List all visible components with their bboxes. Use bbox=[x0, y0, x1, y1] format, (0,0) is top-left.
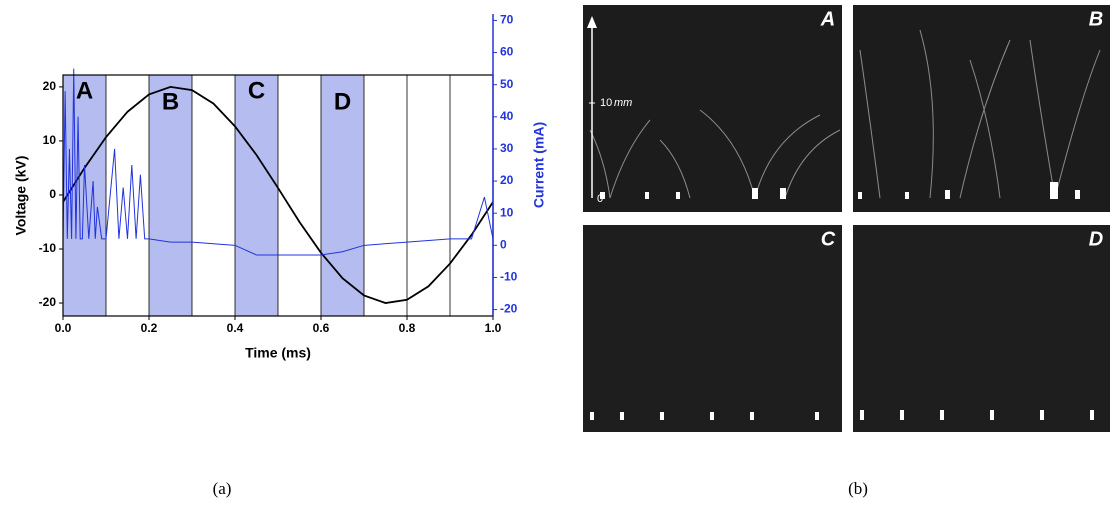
y2-tick-label: 70 bbox=[500, 13, 514, 27]
y-tick-label: 0 bbox=[49, 187, 56, 201]
panel-label: A bbox=[820, 8, 835, 30]
band bbox=[321, 75, 364, 316]
band-label: B bbox=[162, 88, 179, 115]
chart: A B C D -20 -10 0 10 20 -20 -10 0 10 20 30 40 50 60 70 0.0 0… bbox=[13, 13, 547, 361]
y2-tick-label: 20 bbox=[500, 173, 514, 187]
scale-arrowhead bbox=[587, 16, 597, 28]
series-line bbox=[62, 68, 494, 256]
series-line bbox=[62, 85, 494, 304]
y2-tick-label: -10 bbox=[500, 270, 518, 284]
photo-c bbox=[583, 225, 842, 432]
x-tick-label: 0.0 bbox=[55, 321, 72, 335]
y2-tick-label: -20 bbox=[500, 302, 518, 316]
scale-zero: 0 bbox=[597, 193, 603, 205]
x-tick-label: 0.8 bbox=[399, 321, 416, 335]
photo-panels: 10 mm 0 A B C D bbox=[583, 5, 1110, 432]
panel-label: C bbox=[821, 228, 836, 250]
band bbox=[235, 75, 278, 316]
y-axis-title: Voltage (kV) bbox=[13, 156, 29, 236]
y-tick-label: -20 bbox=[39, 295, 57, 309]
panel-label: B bbox=[1089, 8, 1103, 30]
band-label: A bbox=[76, 77, 93, 104]
x-tick-label: 0.4 bbox=[227, 321, 244, 335]
y2-tick-label: 60 bbox=[500, 45, 514, 59]
x-axis-title: Time (ms) bbox=[245, 345, 311, 361]
streamer-roots bbox=[590, 182, 1094, 420]
x-tick-label: 0.2 bbox=[141, 321, 158, 335]
y2-tick-label: 10 bbox=[500, 205, 514, 219]
y-tick-label: 20 bbox=[43, 79, 57, 93]
band bbox=[149, 75, 192, 316]
caption: (b) bbox=[848, 479, 868, 498]
band-label: D bbox=[334, 88, 351, 115]
y-tick-label: 10 bbox=[43, 133, 57, 147]
y2-tick-label: 0 bbox=[500, 237, 507, 251]
y2-tick-label: 30 bbox=[500, 141, 514, 155]
scale-unit: mm bbox=[614, 97, 632, 109]
x-tick-label: 0.6 bbox=[313, 321, 330, 335]
band-label: C bbox=[248, 77, 265, 104]
x-tick-label: 1.0 bbox=[485, 321, 502, 335]
band bbox=[63, 75, 106, 316]
y2-tick-label: 50 bbox=[500, 77, 514, 91]
y2-axis-title: Current (mA) bbox=[531, 122, 547, 208]
y2-tick-label: 40 bbox=[500, 109, 514, 123]
photo-b bbox=[853, 5, 1110, 212]
discharge-trees bbox=[589, 29, 1101, 199]
caption: (a) bbox=[213, 479, 232, 498]
photo-a bbox=[583, 5, 842, 212]
scale-value: 10 bbox=[600, 97, 612, 109]
panel-label: D bbox=[1089, 228, 1103, 250]
y-tick-label: -10 bbox=[39, 241, 57, 255]
photo-d bbox=[853, 225, 1110, 432]
